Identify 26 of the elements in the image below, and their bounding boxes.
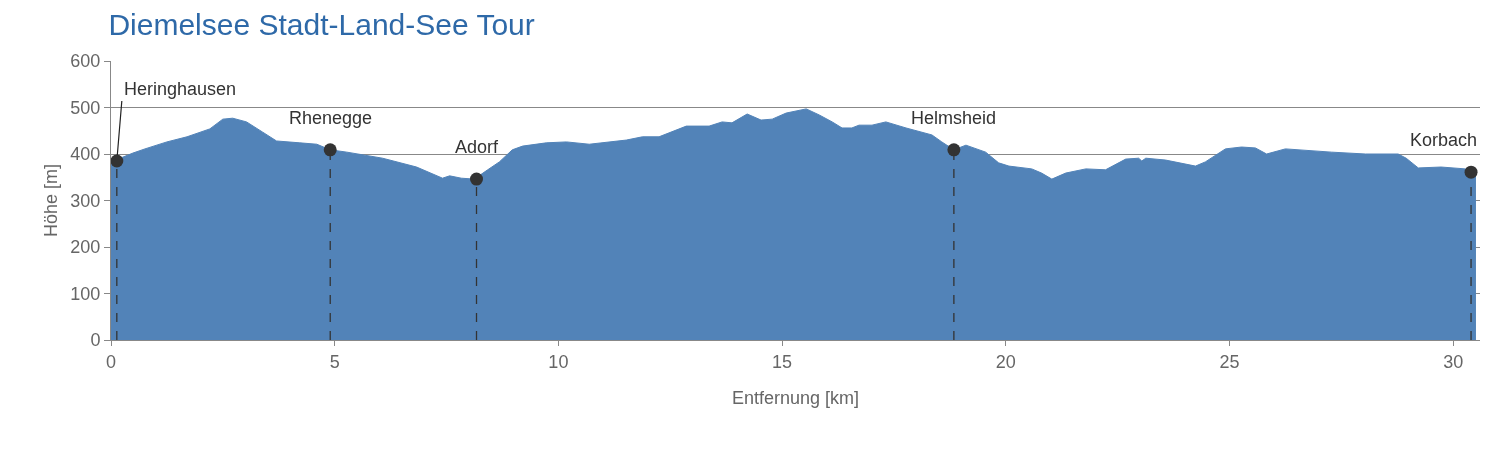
point — [323, 143, 337, 157]
y-tick-label: 200 — [70, 237, 101, 258]
point — [470, 172, 484, 186]
annotation: Heringhausen — [124, 79, 237, 99]
point — [947, 143, 961, 157]
x-tick-label: 30 — [1443, 351, 1464, 372]
y-tick-label: 500 — [70, 97, 101, 118]
y-tick-label: 100 — [70, 283, 101, 304]
x-tick-label: 15 — [772, 351, 793, 372]
y-axis-title: Höhe [m] — [40, 163, 61, 238]
chart-title: Diemelsee Stadt-Land-See Tour — [108, 7, 535, 41]
x-tick-label: 0 — [105, 351, 117, 372]
x-tick-label: 10 — [548, 351, 569, 372]
annotation: Adorf — [455, 137, 500, 157]
x-tick-label: 5 — [329, 351, 340, 372]
annotation: Rhenegge — [289, 108, 373, 128]
x-tick-label: 25 — [1219, 351, 1240, 372]
x-tick-label: 20 — [995, 351, 1016, 372]
annotation: Helmsheid — [911, 108, 997, 128]
y-tick-label: 0 — [90, 330, 101, 351]
x-axis-title: Entfernung [km] — [731, 387, 860, 408]
y-tick-label: 400 — [70, 144, 101, 165]
y-tick-label: 600 — [70, 51, 101, 72]
y-tick-label: 300 — [70, 190, 101, 211]
point — [110, 154, 124, 168]
annotation: Korbach — [1410, 130, 1478, 150]
